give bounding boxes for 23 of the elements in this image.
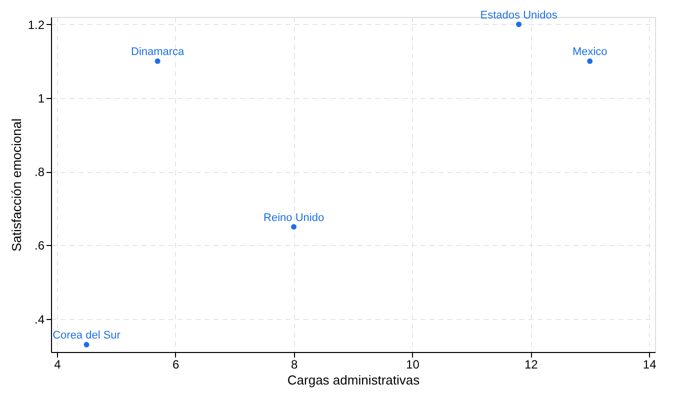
point [154,58,160,64]
point [516,22,522,28]
x-tick-label: 6 [172,358,180,372]
annotation: Estados Unidos [480,9,558,22]
y-tick-label: .6 [34,238,45,253]
x-axis-title: Cargas administrativas [287,372,420,388]
annotation: Mexico [572,46,608,58]
x-tick-label: 14 [642,358,657,372]
annotation: Reino Unido [264,212,324,224]
point [587,58,593,64]
y-tick-label: 1.2 [28,18,45,32]
y-axis-title: Satisfacción emocional [8,118,24,252]
x-tick-label: 4 [54,358,62,372]
annotation: Corea del Sur [52,330,121,342]
x-tick-label: 12 [524,358,538,372]
x-tick-label: 8 [290,358,298,372]
annotation: Dinamarca [130,46,186,58]
point [84,342,90,348]
point [291,224,297,230]
y-tick-label: .4 [34,312,45,326]
y-tick-label: .8 [34,165,45,180]
x-tick-label: 10 [406,358,420,372]
y-tick-label: 1 [38,91,45,106]
